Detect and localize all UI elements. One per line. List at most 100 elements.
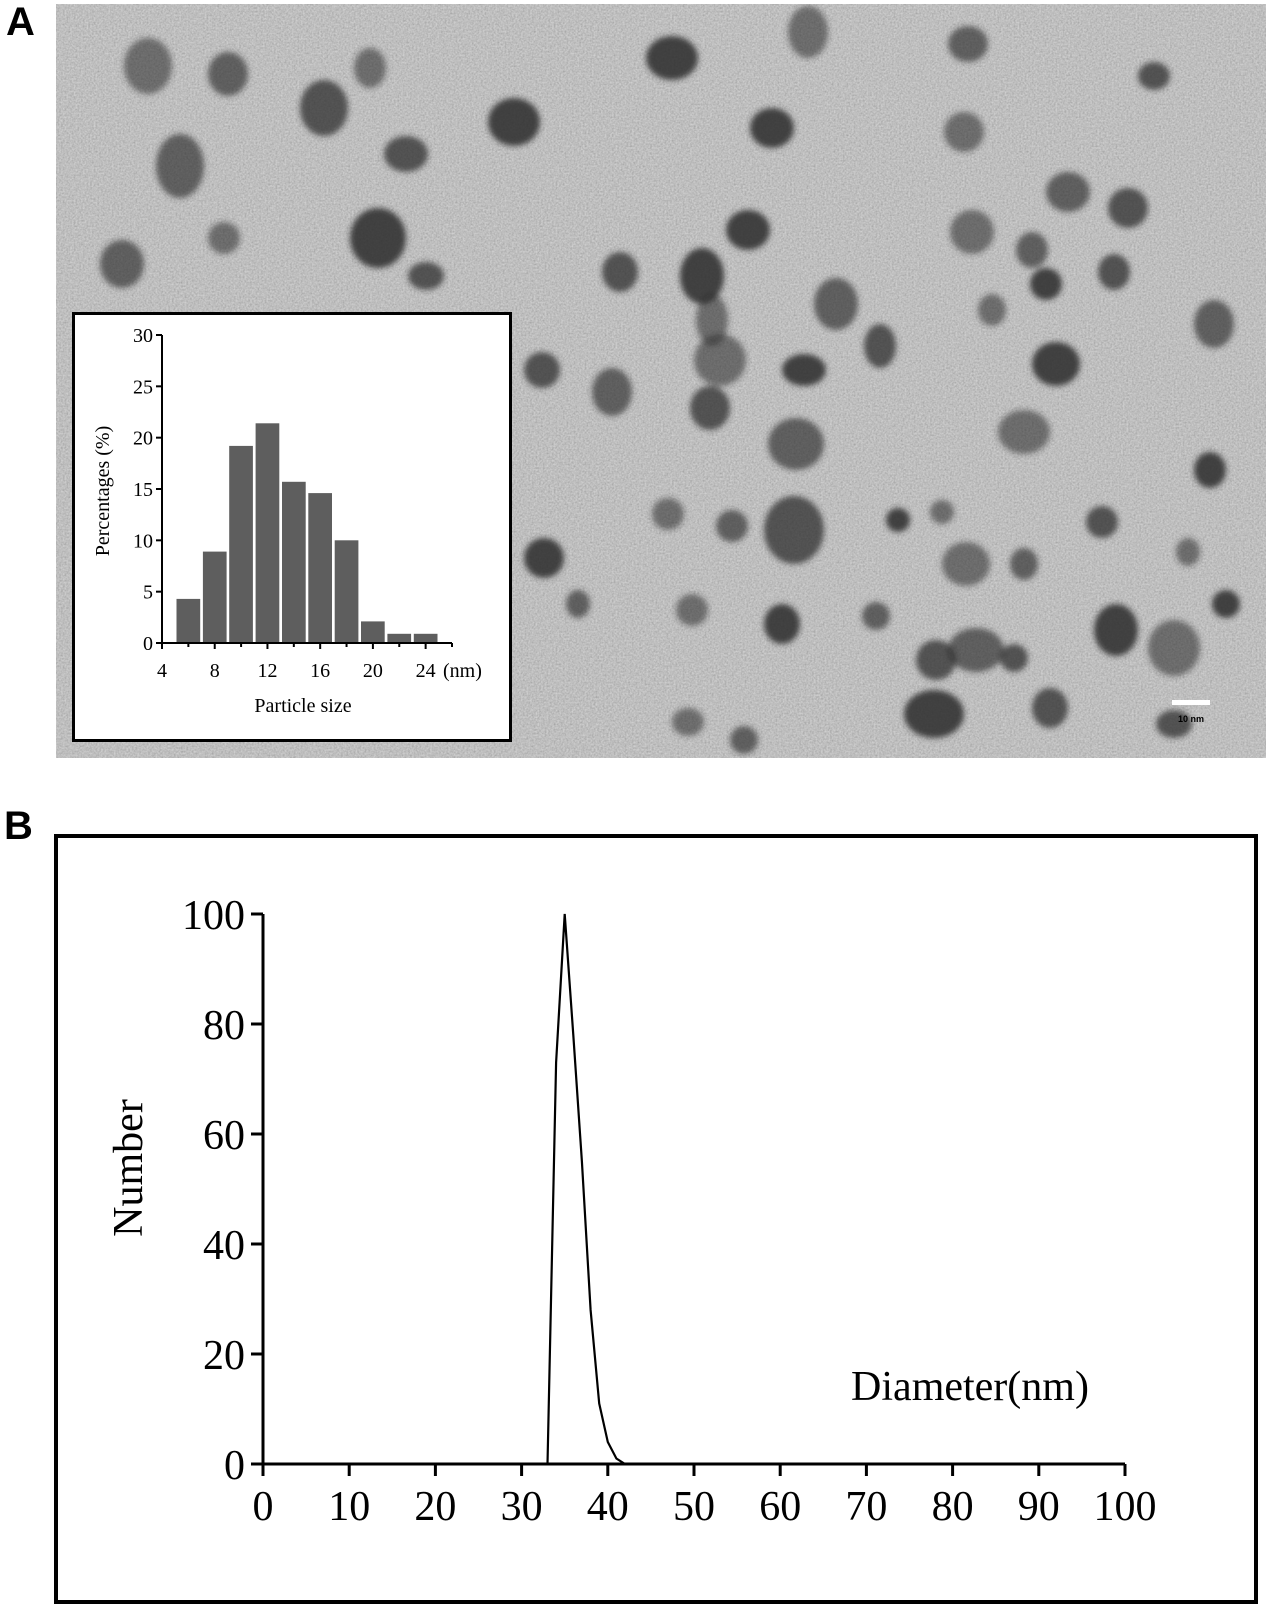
nanoparticle bbox=[948, 26, 988, 62]
nanoparticle bbox=[566, 590, 590, 618]
nanoparticle bbox=[1046, 172, 1090, 212]
nanoparticle bbox=[788, 6, 828, 58]
nanoparticle bbox=[716, 510, 748, 542]
nanoparticle bbox=[690, 386, 730, 430]
dls-x-tick-label: 70 bbox=[845, 1484, 887, 1530]
nanoparticle bbox=[950, 210, 994, 254]
nanoparticle bbox=[862, 602, 890, 630]
hist-x-axis-unit: (nm) bbox=[443, 660, 482, 682]
nanoparticle bbox=[942, 542, 990, 586]
hist-x-tick-label: 12 bbox=[257, 660, 277, 682]
nanoparticle bbox=[524, 352, 560, 388]
dls-y-tick-label: 60 bbox=[203, 1113, 245, 1159]
nanoparticle bbox=[814, 278, 858, 330]
nanoparticle bbox=[886, 508, 910, 532]
dls-x-tick-label: 60 bbox=[759, 1484, 801, 1530]
hist-x-tick-label: 8 bbox=[210, 660, 220, 682]
nanoparticle bbox=[730, 726, 758, 754]
dls-distribution-panel: 0 20 40 60 80 100 0 10 20 30 40 50 60 70 80 90 100 Diame… bbox=[54, 834, 1258, 1604]
nanoparticle bbox=[696, 294, 728, 346]
size-distribution-inset: 0 5 10 15 20 25 30 4 8 12 16 20 24 Particle size (nm… bbox=[72, 312, 512, 742]
hist-y-tick-label: 5 bbox=[143, 582, 153, 604]
hist-x-tick-label: 24 bbox=[416, 660, 436, 682]
histogram-bar bbox=[202, 551, 227, 643]
dls-y-axis-label: Number bbox=[106, 1099, 152, 1237]
dls-x-tick-label: 0 bbox=[253, 1484, 274, 1530]
nanoparticle bbox=[1194, 452, 1226, 488]
nanoparticle bbox=[602, 252, 638, 292]
nanoparticle bbox=[156, 134, 204, 198]
hist-y-tick-label: 15 bbox=[133, 479, 153, 501]
nanoparticle bbox=[354, 48, 386, 88]
histogram-bar bbox=[387, 633, 412, 643]
hist-y-tick-label: 20 bbox=[133, 428, 153, 450]
nanoparticle bbox=[1212, 590, 1240, 618]
scale-bar bbox=[1172, 700, 1210, 705]
histogram-bar bbox=[229, 445, 253, 643]
size-histogram: 0 5 10 15 20 25 30 4 8 12 16 20 24 Particle size (nm… bbox=[92, 325, 482, 717]
dls-x-tick-label: 80 bbox=[932, 1484, 974, 1530]
nanoparticle bbox=[864, 324, 896, 368]
nanoparticle bbox=[676, 594, 708, 626]
nanoparticle bbox=[524, 538, 564, 578]
nanoparticle bbox=[948, 628, 1004, 672]
dls-y-tick-label: 100 bbox=[182, 893, 245, 939]
nanoparticle bbox=[944, 112, 984, 152]
nanoparticle bbox=[998, 410, 1050, 454]
histogram-bar bbox=[282, 481, 306, 643]
dls-x-tick-label: 20 bbox=[414, 1484, 456, 1530]
dls-x-tick-label: 90 bbox=[1018, 1484, 1060, 1530]
dls-y-tick-label: 0 bbox=[224, 1443, 245, 1489]
nanoparticle bbox=[1176, 538, 1200, 566]
nanoparticle bbox=[208, 222, 240, 254]
nanoparticle bbox=[726, 210, 770, 250]
dls-y-tick-label: 20 bbox=[203, 1333, 245, 1379]
nanoparticle bbox=[384, 136, 428, 172]
dls-y-tick-label: 80 bbox=[203, 1003, 245, 1049]
dls-x-axis-label: Diameter(nm) bbox=[851, 1364, 1089, 1410]
scale-bar-label: 10 nm bbox=[1178, 714, 1204, 724]
hist-y-tick-label: 0 bbox=[143, 633, 153, 655]
dls-y-tick-label: 40 bbox=[203, 1223, 245, 1269]
hist-y-tick-label: 25 bbox=[133, 376, 153, 398]
dls-x-tick-label: 10 bbox=[328, 1484, 370, 1530]
nanoparticle bbox=[350, 208, 406, 268]
nanoparticle bbox=[930, 500, 954, 524]
histogram-bar bbox=[176, 598, 201, 643]
nanoparticle bbox=[750, 108, 794, 148]
hist-y-tick-label: 10 bbox=[133, 530, 153, 552]
nanoparticle bbox=[1030, 268, 1062, 300]
nanoparticle bbox=[1156, 710, 1192, 738]
histogram-bar bbox=[361, 621, 385, 643]
dls-series-line bbox=[263, 913, 1125, 1466]
nanoparticle bbox=[652, 498, 684, 530]
nanoparticles bbox=[100, 6, 1240, 754]
nanoparticle bbox=[488, 98, 540, 146]
panel-a-label: A bbox=[6, 0, 35, 44]
nanoparticle bbox=[768, 418, 824, 470]
nanoparticle bbox=[782, 354, 826, 386]
hist-x-axis-label: Particle size bbox=[254, 695, 351, 717]
dls-x-tick-label: 100 bbox=[1094, 1484, 1157, 1530]
nanoparticle bbox=[1016, 232, 1048, 268]
nanoparticle bbox=[1194, 300, 1234, 348]
histogram-bar bbox=[413, 633, 438, 643]
nanoparticle bbox=[904, 690, 964, 738]
nanoparticle bbox=[978, 294, 1006, 326]
hist-x-tick-label: 20 bbox=[363, 660, 383, 682]
nanoparticle bbox=[100, 240, 144, 288]
nanoparticle bbox=[1010, 548, 1038, 580]
nanoparticle bbox=[124, 38, 172, 94]
dls-x-tick-label: 30 bbox=[501, 1484, 543, 1530]
nanoparticle bbox=[1000, 644, 1028, 672]
dls-chart: 0 20 40 60 80 100 0 10 20 30 40 50 60 70 80 90 100 Diame… bbox=[106, 893, 1157, 1530]
nanoparticle bbox=[916, 640, 956, 680]
nanoparticle bbox=[1098, 254, 1130, 290]
hist-x-tick-label: 4 bbox=[157, 660, 167, 682]
dls-x-tick-label: 50 bbox=[673, 1484, 715, 1530]
nanoparticle bbox=[672, 708, 704, 736]
nanoparticle bbox=[1032, 342, 1080, 386]
nanoparticle bbox=[764, 604, 800, 644]
hist-y-tick-label: 30 bbox=[133, 325, 153, 347]
nanoparticle bbox=[208, 52, 248, 96]
